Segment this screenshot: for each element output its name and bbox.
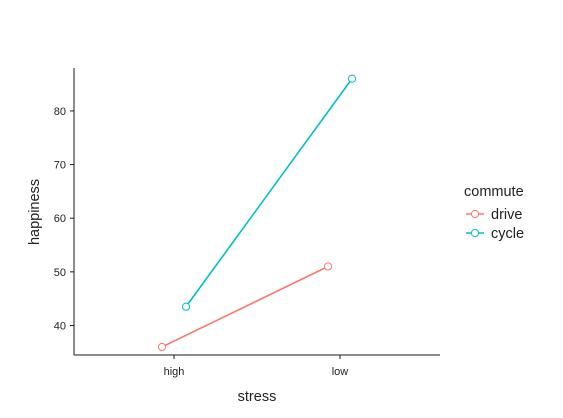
legend-key-point-cycle [470, 228, 480, 238]
y-tick-label: 60 [54, 213, 66, 225]
x-axis-ticks: high low [164, 355, 349, 378]
legend-label-drive: drive [491, 207, 522, 223]
series-lines [161, 78, 353, 348]
legend-title: commute [464, 184, 524, 200]
data-point-cycle [181, 302, 191, 311]
y-tick-label: 70 [54, 160, 66, 172]
legend-label-cycle: cycle [491, 226, 524, 242]
x-tick-label: high [164, 366, 185, 378]
data-point-cycle [347, 74, 357, 83]
y-tick-label: 50 [54, 267, 66, 279]
x-tick-label: low [332, 366, 349, 378]
series-line-cycle [185, 78, 353, 308]
legend-key-point-drive [470, 209, 480, 219]
data-point-drive [157, 342, 167, 352]
series-line-drive [161, 265, 329, 348]
y-axis-title: happiness [27, 179, 43, 245]
data-point-drive [323, 262, 333, 271]
y-tick-label: 80 [54, 106, 66, 118]
y-axis-ticks: 40 50 60 70 80 [54, 106, 74, 332]
x-axis-title: stress [238, 389, 277, 405]
y-tick-label: 40 [54, 320, 66, 332]
series-points [157, 74, 357, 352]
legend: commute drive cycle [464, 184, 524, 242]
